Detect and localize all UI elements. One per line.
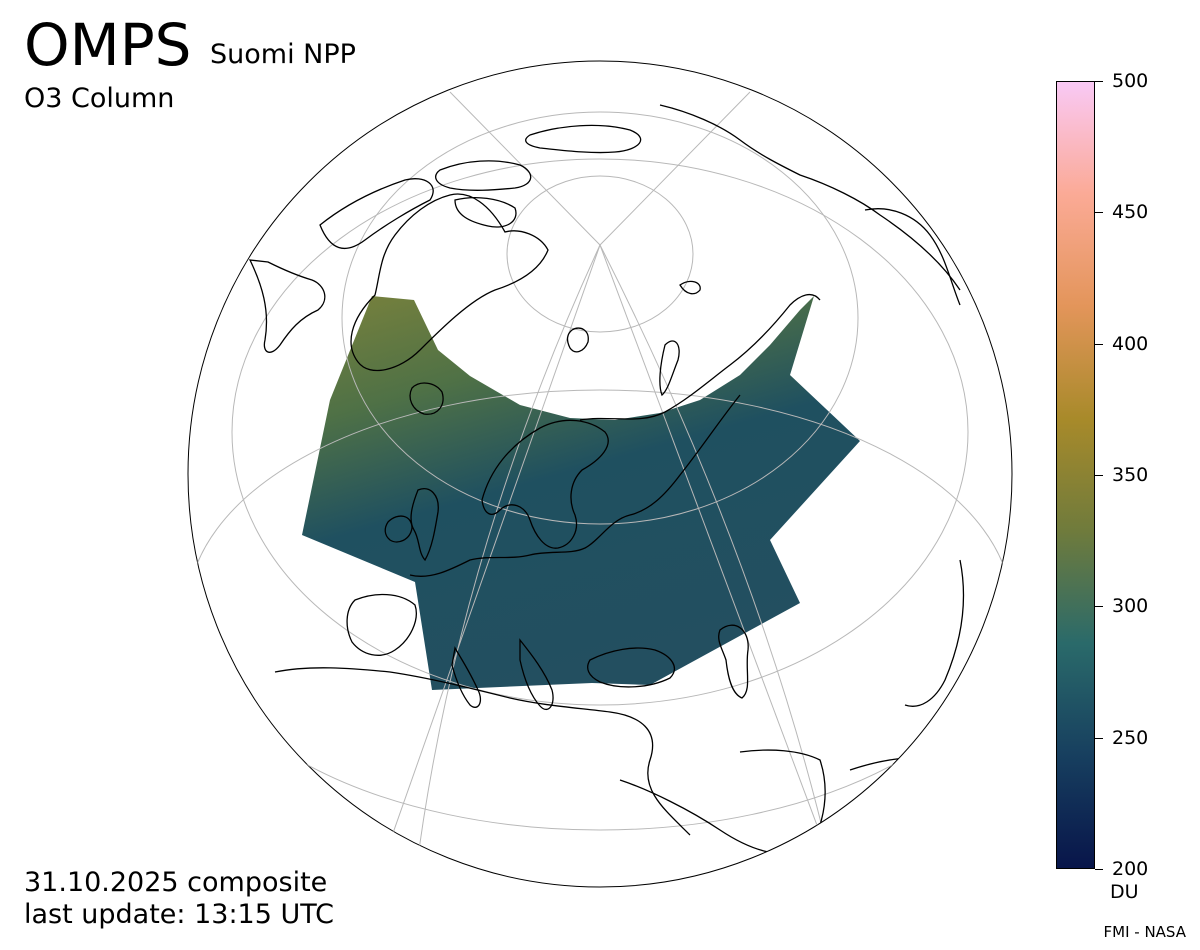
colorbar-tick-label: 300 [1112,595,1149,617]
colorbar-tick-label: 200 [1112,858,1149,880]
colorbar-tick-mark [1095,606,1103,607]
colorbar-tick-label: 450 [1112,201,1149,223]
colorbar [1056,81,1095,869]
colorbar-tick-mark [1095,475,1103,476]
colorbar-tick-mark [1095,738,1103,739]
composite-date: 31.10.2025 composite [24,867,328,898]
page-title: OMPS [24,11,192,79]
colorbar-tick-mark [1095,344,1103,345]
colorbar-tick-mark [1095,212,1103,213]
coastlines [248,104,965,855]
ozone-swath [302,296,860,690]
graticule [188,91,1012,881]
colorbar-tick-label: 400 [1112,333,1149,355]
last-update: last update: 13:15 UTC [24,899,335,930]
colorbar-tick-label: 500 [1112,70,1149,92]
colorbar-tick-label: 350 [1112,464,1149,486]
colorbar-tick-mark [1095,81,1103,82]
colorbar-tick-label: 250 [1112,727,1149,749]
colorbar-unit: DU [1110,881,1139,903]
credit-text: FMI - NASA [1103,923,1187,941]
colorbar-tick-mark [1095,869,1103,870]
satellite-name: Suomi NPP [210,39,356,70]
product-name: O3 Column [24,83,175,114]
